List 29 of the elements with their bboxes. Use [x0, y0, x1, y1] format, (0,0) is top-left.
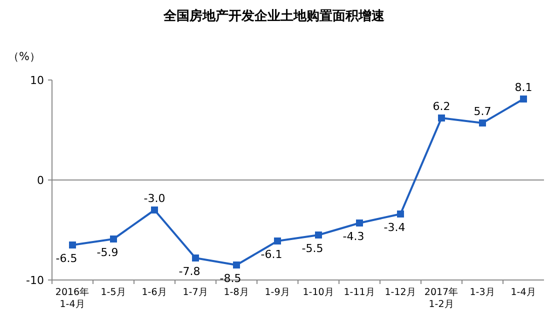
data-label: -7.8: [178, 265, 200, 278]
y-tick-label: -10: [26, 274, 44, 287]
x-tick-label: 1-11月: [344, 287, 376, 298]
x-tick-label: 1-3月: [470, 287, 496, 298]
data-label: -8.5: [220, 272, 242, 285]
data-label: 5.7: [474, 105, 492, 118]
x-tick-label: 2016年 1-4月: [55, 286, 90, 310]
data-label: 6.2: [432, 100, 450, 113]
data-label: -6.5: [56, 252, 78, 265]
data-label: -6.1: [260, 248, 282, 261]
data-label: -5.9: [96, 246, 118, 259]
chart-title: 全国房地产开发企业土地购置面积增速: [162, 8, 386, 24]
data-label: 8.1: [514, 81, 532, 94]
data-label: -3.0: [144, 192, 166, 205]
data-label: -5.5: [302, 242, 324, 255]
y-tick-label: 10: [30, 74, 44, 87]
x-tick-label: 1-4月: [510, 287, 536, 298]
x-tick-label: 1-6月: [142, 287, 168, 298]
x-tick-label: 1-7月: [182, 287, 208, 298]
x-tick-label: 1-9月: [264, 287, 290, 298]
x-tick-label: 1-12月: [384, 287, 416, 298]
y-tick-label: 0: [37, 174, 44, 187]
data-label: -3.4: [384, 221, 406, 234]
x-tick-label: 2017年 1-2月: [424, 286, 459, 310]
y-axis-title: （%）: [8, 50, 40, 63]
data-label: -4.3: [342, 230, 364, 243]
x-tick-label: 1-10月: [302, 287, 334, 298]
x-tick-label: 1-8月: [224, 287, 250, 298]
x-tick-label: 1-5月: [100, 287, 126, 298]
